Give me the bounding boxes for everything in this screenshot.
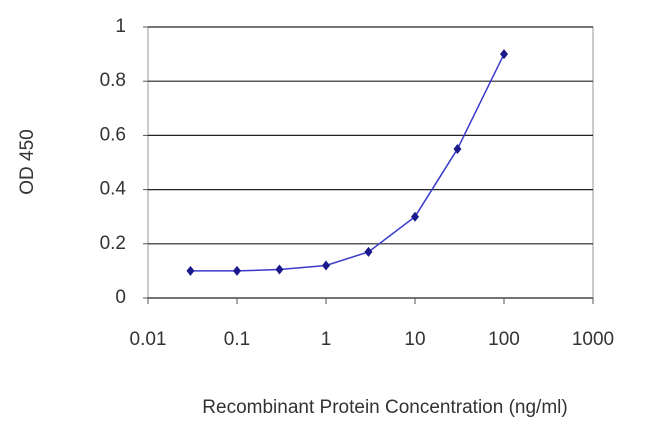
y-tick-label: 0 <box>115 287 126 308</box>
y-tick-label: 0.6 <box>100 124 126 145</box>
data-point <box>500 49 508 60</box>
y-tick-label: 0.8 <box>100 70 126 91</box>
data-point <box>364 246 373 257</box>
data-point <box>275 264 284 275</box>
y-tick-label: 1 <box>115 16 126 37</box>
y-tick-label: 0.2 <box>100 233 126 254</box>
x-axis-label: Recombinant Protein Concentration (ng/ml… <box>202 397 567 418</box>
data-point <box>453 143 462 154</box>
x-tick-label: 1 <box>321 329 332 350</box>
data-point <box>186 265 195 276</box>
series-line <box>190 53 505 272</box>
data-point <box>411 211 419 222</box>
y-axis-label: OD 450 <box>17 129 38 194</box>
plot-frame <box>147 26 594 299</box>
x-tick-label: 100 <box>488 329 520 350</box>
x-tick-label: 1000 <box>572 329 614 350</box>
y-tick-label: 0.4 <box>100 179 127 200</box>
x-tick-label: 0.1 <box>224 329 250 350</box>
x-tick-label: 0.01 <box>130 329 167 350</box>
x-tick-label: 10 <box>404 329 425 350</box>
data-point <box>322 260 330 271</box>
data-point <box>233 265 241 276</box>
